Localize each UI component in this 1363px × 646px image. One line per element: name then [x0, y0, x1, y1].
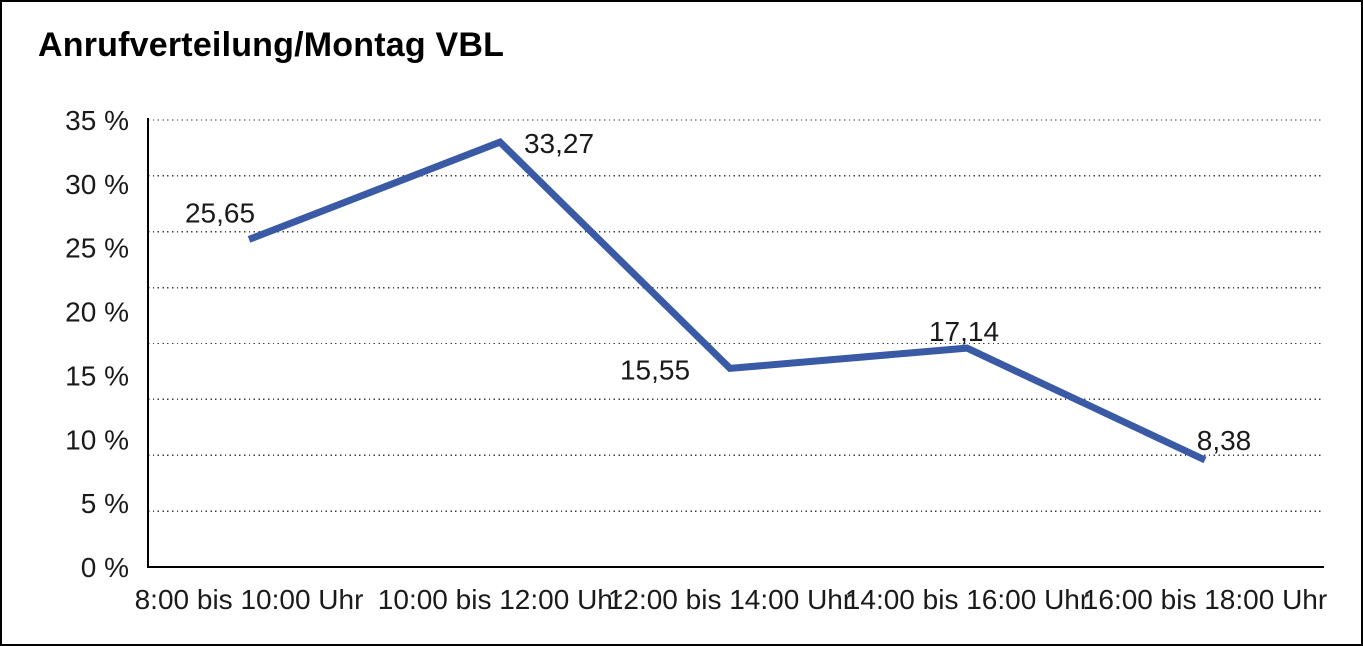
x-tick-label: 16:00 bis 18:00 Uhr [1083, 584, 1327, 615]
y-tick-label: 5 % [81, 488, 129, 519]
y-tick-label: 30 % [65, 169, 129, 200]
data-point-label: 25,65 [185, 197, 255, 228]
x-tick-label: 12:00 bis 14:00 Uhr [608, 584, 852, 615]
data-point-label: 17,14 [929, 316, 999, 347]
data-point-label: 33,27 [524, 128, 594, 159]
chart-title: Anrufverteilung/Montag VBL [38, 26, 505, 64]
data-point-label: 15,55 [620, 354, 690, 385]
x-tick-label: 14:00 bis 16:00 Uhr [845, 584, 1089, 615]
y-tick-label: 20 % [65, 297, 129, 328]
x-tick-label: 8:00 bis 10:00 Uhr [135, 584, 364, 615]
y-tick-label: 25 % [65, 233, 129, 264]
data-point-label: 8,38 [1197, 425, 1252, 456]
x-tick-label: 10:00 bis 12:00 Uhr [378, 584, 622, 615]
y-tick-label: 35 % [65, 105, 129, 136]
y-tick-label: 15 % [65, 360, 129, 391]
y-tick-label: 0 % [81, 552, 129, 583]
series-line [247, 138, 1207, 464]
y-tick-label: 10 % [65, 424, 129, 455]
